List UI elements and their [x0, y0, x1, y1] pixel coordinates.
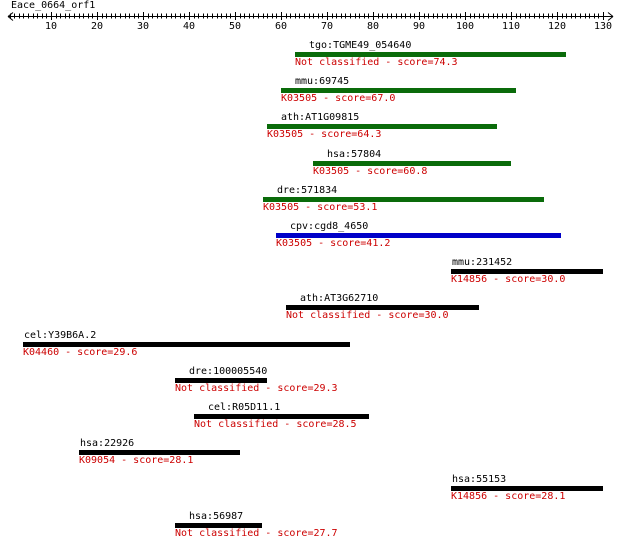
query-title: Eace_0664_orf1 [11, 0, 96, 11]
hit-name-link[interactable]: tgo:TGME49_054640 [309, 40, 412, 51]
hit-score-link[interactable]: K14856 - score=28.1 [451, 491, 566, 502]
hit-name-link[interactable]: mmu:231452 [452, 257, 513, 268]
hit-score-link[interactable]: K03505 - score=67.0 [281, 93, 396, 104]
hit-alignment-bar[interactable] [175, 378, 267, 383]
ruler-arrow-right [607, 12, 614, 17]
hit-alignment-bar[interactable] [175, 523, 262, 528]
hit-name-link[interactable]: ath:AT3G62710 [300, 293, 379, 304]
hit-alignment-bar[interactable] [276, 233, 561, 238]
hit-score-link[interactable]: Not classified - score=74.3 [295, 57, 458, 68]
hit-alignment-bar[interactable] [281, 88, 516, 93]
hit-score-link[interactable]: K14856 - score=30.0 [451, 274, 566, 285]
hit-score-link[interactable]: Not classified - score=28.5 [194, 419, 357, 430]
hit-name-link[interactable]: dre:100005540 [189, 366, 268, 377]
ruler-tick-label: 10 [44, 21, 58, 32]
hit-name-link[interactable]: dre:571834 [277, 185, 338, 196]
hit-alignment-bar[interactable] [79, 450, 240, 455]
hit-score-link[interactable]: Not classified - score=29.3 [175, 383, 338, 394]
hit-name-link[interactable]: ath:AT1G09815 [281, 112, 360, 123]
hit-name-link[interactable]: cel:Y39B6A.2 [24, 330, 97, 341]
ruler-tick-label: 100 [455, 21, 475, 32]
hit-score-link[interactable]: Not classified - score=30.0 [286, 310, 449, 321]
ruler-tick-label: 30 [136, 21, 150, 32]
position-ruler [7, 12, 614, 21]
ruler-tick-label: 20 [90, 21, 104, 32]
hit-score-link[interactable]: K03505 - score=60.8 [313, 166, 428, 177]
ruler-tick-label: 40 [182, 21, 196, 32]
hit-name-link[interactable]: cpv:cgd8_4650 [290, 221, 369, 232]
hit-alignment-bar[interactable] [451, 486, 603, 491]
hit-alignment-bar[interactable] [267, 124, 497, 129]
hit-score-link[interactable]: K09054 - score=28.1 [79, 455, 194, 466]
ruler-tick-label: 110 [501, 21, 521, 32]
hit-alignment-bar[interactable] [286, 305, 479, 310]
hit-alignment-bar[interactable] [451, 269, 603, 274]
hit-alignment-bar[interactable] [263, 197, 544, 202]
hit-name-link[interactable]: cel:R05D11.1 [208, 402, 281, 413]
hit-score-link[interactable]: K03505 - score=64.3 [267, 129, 382, 140]
hit-alignment-bar[interactable] [23, 342, 350, 347]
ruler-tick-label: 60 [274, 21, 288, 32]
hit-alignment-bar[interactable] [313, 161, 511, 166]
hit-name-link[interactable]: mmu:69745 [295, 76, 350, 87]
hit-score-link[interactable]: K04460 - score=29.6 [23, 347, 138, 358]
hit-alignment-bar[interactable] [194, 414, 369, 419]
ruler-tick-label: 90 [412, 21, 426, 32]
ruler-tick-label: 120 [547, 21, 567, 32]
ruler-tick-label: 130 [593, 21, 613, 32]
hit-name-link[interactable]: hsa:55153 [452, 474, 507, 485]
ruler-arrow-right [607, 16, 614, 21]
hit-score-link[interactable]: K03505 - score=53.1 [263, 202, 378, 213]
ruler-tick-label: 50 [228, 21, 242, 32]
hit-name-link[interactable]: hsa:22926 [80, 438, 135, 449]
hit-name-link[interactable]: hsa:56987 [189, 511, 244, 522]
hit-alignment-bar[interactable] [295, 52, 566, 57]
hit-name-link[interactable]: hsa:57804 [327, 149, 382, 160]
hit-score-link[interactable]: K03505 - score=41.2 [276, 238, 391, 249]
hit-score-link[interactable]: Not classified - score=27.7 [175, 528, 338, 539]
ruler-tick-label: 70 [320, 21, 334, 32]
ruler-tick-label: 80 [366, 21, 380, 32]
